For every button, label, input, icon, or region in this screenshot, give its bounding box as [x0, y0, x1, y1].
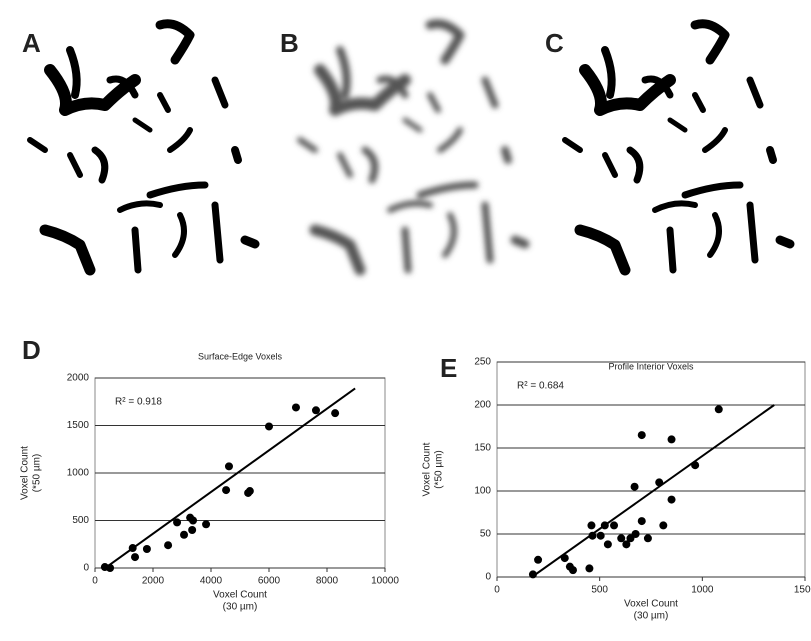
point [659, 521, 668, 530]
y-tick-label: 250 [474, 357, 491, 368]
point [637, 517, 646, 526]
y-axis-label: (*50 µm) [32, 454, 43, 493]
x-tick-label: 4000 [200, 576, 223, 587]
panel-label: D [22, 335, 41, 365]
chart-title: Profile Interior Voxels [608, 361, 694, 371]
point [311, 406, 320, 415]
y-tick-label: 0 [83, 563, 89, 574]
point [587, 521, 596, 530]
x-tick-label: 1000 [691, 585, 714, 596]
panel-label: E [440, 353, 457, 383]
point [643, 534, 652, 543]
point [603, 540, 612, 549]
point [245, 487, 254, 496]
point [291, 403, 300, 412]
point [534, 555, 543, 564]
y-tick-label: 1000 [67, 468, 90, 479]
x-tick-label: 0 [92, 576, 98, 587]
panel-label: A [22, 28, 41, 58]
point [131, 553, 140, 562]
point [714, 405, 723, 414]
trendline [531, 404, 775, 577]
y-tick-label: 0 [485, 572, 491, 583]
point [691, 461, 700, 470]
x-axis-label: Voxel Count [213, 590, 267, 601]
point [585, 564, 594, 573]
point [202, 520, 211, 529]
point [622, 540, 631, 549]
point [265, 422, 273, 431]
point [189, 516, 198, 525]
point [528, 570, 537, 579]
image-b [300, 24, 525, 270]
point [631, 530, 640, 538]
y-tick-label: 1500 [67, 420, 90, 431]
point [560, 554, 569, 563]
y-tick-label: 50 [480, 529, 492, 540]
image-c [565, 24, 790, 270]
point [596, 531, 605, 540]
point [588, 531, 597, 540]
x-axis-label: (30 µm) [223, 602, 258, 613]
x-axis-label: (30 µm) [634, 611, 669, 622]
point [667, 435, 676, 444]
y-tick-label: 100 [474, 486, 491, 497]
x-tick-label: 8000 [316, 576, 339, 587]
y-tick-label: 150 [474, 443, 491, 454]
point [224, 462, 233, 471]
point [610, 521, 619, 530]
point [600, 521, 609, 530]
x-tick-label: 0 [494, 585, 500, 596]
x-tick-label: 2000 [142, 576, 165, 587]
y-tick-label: 500 [72, 515, 89, 526]
point [667, 495, 676, 504]
point [630, 482, 639, 491]
image-a [30, 24, 255, 270]
point [142, 545, 151, 553]
point [188, 526, 197, 534]
x-tick-label: 500 [591, 585, 608, 596]
point [180, 530, 189, 539]
chart-title: Surface-Edge Voxels [198, 351, 283, 361]
point [222, 486, 231, 495]
y-axis-label: Voxel Count [20, 446, 31, 500]
point [655, 478, 664, 487]
point [128, 544, 137, 553]
plot-frame [496, 361, 806, 578]
point [106, 564, 115, 572]
point [617, 534, 626, 543]
y-axis-label: Voxel Count [422, 442, 433, 496]
trendline [103, 387, 356, 568]
y-axis-label: (*50 µm) [434, 450, 445, 489]
y-tick-label: 2000 [67, 373, 90, 384]
point [164, 541, 173, 550]
annotation: R² = 0.684 [517, 381, 564, 392]
panel-label: B [280, 28, 299, 58]
point [568, 566, 577, 575]
y-tick-label: 200 [474, 400, 491, 411]
x-tick-label: 1500 [794, 585, 811, 596]
annotation: R² = 0.918 [115, 397, 162, 408]
x-tick-label: 6000 [258, 576, 281, 587]
panel-label: C [545, 28, 564, 58]
x-tick-label: 10000 [371, 576, 399, 587]
x-axis-label: Voxel Count [624, 599, 678, 610]
point [637, 431, 646, 440]
point [173, 518, 182, 527]
point [331, 409, 340, 418]
